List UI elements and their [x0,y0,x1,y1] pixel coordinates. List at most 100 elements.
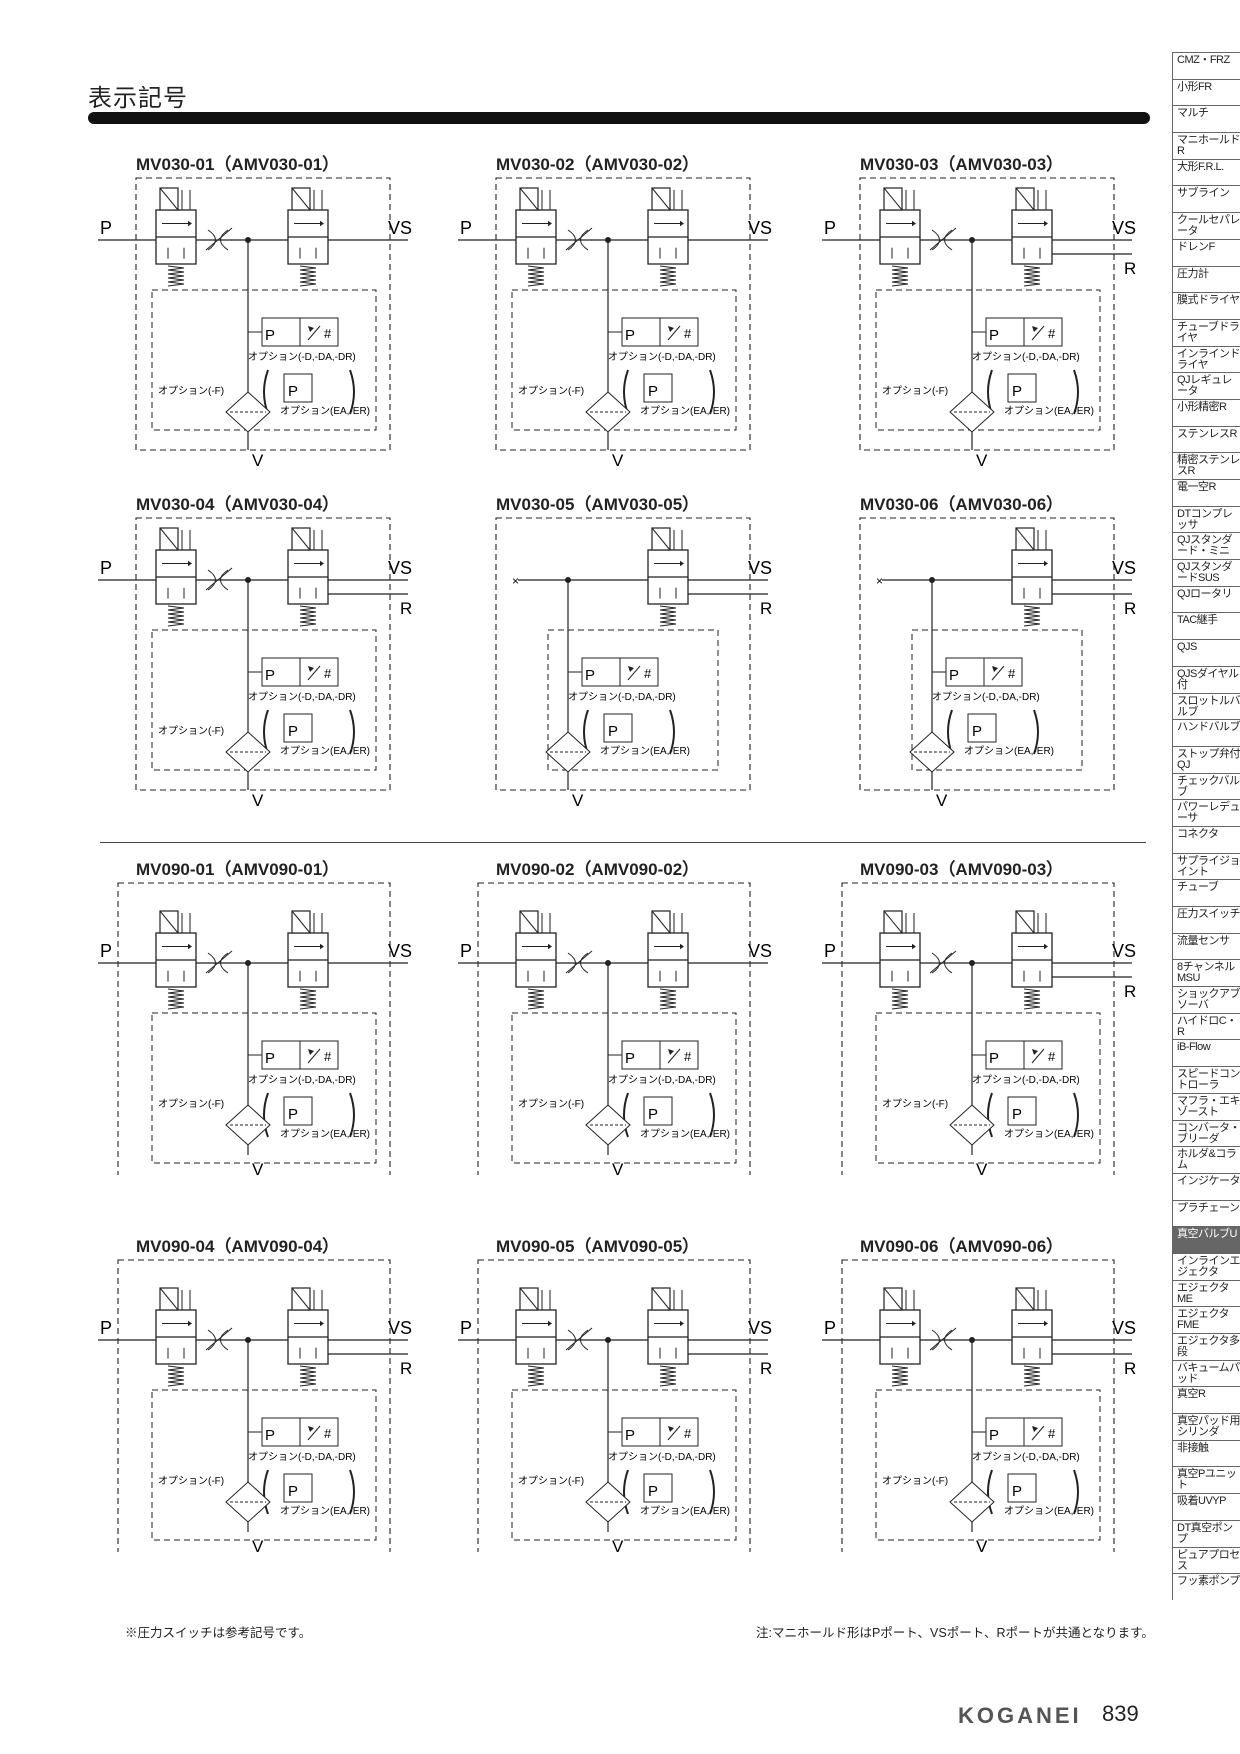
option-d-label: オプション(-D,-DA,-DR) [932,691,1040,703]
side-tab[interactable]: 精密ステンレスR [1172,452,1240,479]
svg-text:#: # [1048,1049,1056,1064]
port-v-label: V [976,1160,988,1175]
side-tab[interactable]: チューブドライヤ [1172,318,1240,346]
side-tab[interactable]: エジェクタ多段 [1172,1333,1240,1360]
side-tab[interactable]: 圧力スイッチ [1172,906,1240,933]
side-tab[interactable]: CMZ・FRZ [1172,52,1240,79]
side-tab[interactable]: コンバータ・ブリーダ [1172,1119,1240,1147]
side-tab[interactable]: 真空パッド用シリンダ [1172,1413,1240,1440]
side-tab[interactable]: インラインエジェクタ [1172,1252,1240,1280]
side-tab[interactable]: エジェクタME [1172,1279,1240,1307]
side-tab[interactable]: コネクタ [1172,825,1240,853]
port-vs-label: VS [1112,1318,1136,1338]
side-tab[interactable]: 小形精密R [1172,398,1240,426]
side-tab[interactable]: マフラ・エキゾースト [1172,1092,1240,1120]
side-tab[interactable]: ハンドバルブ [1172,719,1240,746]
side-tab[interactable]: ピュアプロセス [1172,1546,1240,1574]
option-ea-label: オプション(EA,-ER) [640,405,730,417]
side-tab[interactable]: 真空バルブU [1172,1226,1240,1253]
side-tab[interactable]: 真空R [1172,1386,1240,1414]
svg-text:P: P [989,1427,999,1444]
symbol-diagram: MV030-04（AMV030-04） P VS R P # オプション(-D,-DA,-D… [88,490,448,810]
diagram-model-label: MV090-04（AMV090-04） [136,1237,340,1256]
valve-symbol [155,187,197,287]
valve-symbol [287,527,329,627]
side-tab[interactable]: 膜式ドライヤ [1172,292,1240,319]
port-r-label: R [1124,982,1136,1001]
side-tab[interactable]: フッ素ポンプ [1172,1573,1240,1600]
svg-text:P: P [1012,383,1022,400]
side-tab[interactable]: ストップ弁付QJ [1172,745,1240,773]
option-f-label: オプション(-F) [518,385,584,397]
svg-text:P: P [989,1050,999,1067]
side-tab[interactable]: 小形FR [1172,78,1240,106]
side-tab[interactable]: DTコンプレッサ [1172,505,1240,533]
side-tab[interactable]: DT真空ポンプ [1172,1519,1240,1547]
port-vs-label: VS [1112,941,1136,961]
page-title: 表示記号 [88,85,188,112]
option-ea-label: オプション(EA,-ER) [1004,405,1094,417]
side-tab[interactable]: ステンレスR [1172,425,1240,453]
side-tab[interactable]: チューブ [1172,879,1240,906]
side-tab[interactable]: ハイドロC・R [1172,1012,1240,1040]
valve-symbol [879,1287,921,1387]
side-tab[interactable]: スピードコントローラ [1172,1066,1240,1093]
side-tab[interactable]: チェックバルブ [1172,772,1240,800]
side-tab[interactable]: パワーレデューサ [1172,799,1240,826]
side-tab[interactable]: ドレンF [1172,238,1240,266]
diagram-model-label: MV030-04（AMV030-04） [136,495,340,514]
side-tab[interactable]: QJロータリ [1172,585,1240,613]
port-r-label: R [1124,1359,1136,1378]
side-tab[interactable]: クールセパレータ [1172,212,1240,239]
circuit-svg: P VS R P # オプション(-D,-DA,-DR) P オプション(EA,-ER) オプシ… [822,177,1136,470]
svg-text:P: P [625,1427,635,1444]
side-tab[interactable]: 非接触 [1172,1439,1240,1467]
svg-text:#: # [324,666,332,681]
circuit-svg: P VS R P # オプション(-D,-DA,-DR) P オプション(EA,-ER) オプシ… [98,517,412,810]
valve-symbol [287,1287,329,1387]
option-d-label: オプション(-D,-DA,-DR) [608,1074,716,1086]
side-tab[interactable]: iB-Flow [1172,1039,1240,1067]
side-tab[interactable]: QJスタンダードSUS [1172,559,1240,586]
diagram-model-label: MV030-02（AMV030-02） [496,155,700,174]
svg-text:P: P [265,327,275,344]
port-v-label: V [572,791,584,810]
side-tab[interactable]: サブライン [1172,185,1240,213]
side-tab[interactable]: 流量センサ [1172,932,1240,960]
side-tab[interactable]: ホルダ&コラム [1172,1146,1240,1173]
svg-text:P: P [648,383,658,400]
side-tab[interactable]: インジケータ [1172,1172,1240,1200]
side-tab[interactable]: マニホールドR [1172,132,1240,159]
side-tab[interactable]: QJSダイヤル付 [1172,665,1240,693]
option-ea-label: オプション(EA,-ER) [640,1505,730,1517]
side-tab[interactable]: 大形F.R.L. [1172,158,1240,186]
side-tab[interactable]: マルチ [1172,105,1240,133]
svg-text:#: # [1048,326,1056,341]
side-tab[interactable]: 真空Pユニット [1172,1466,1240,1494]
option-ea-label: オプション(EA,-ER) [280,1128,370,1140]
side-tab[interactable]: QJスタンダード・ミニ [1172,532,1240,560]
side-tab[interactable]: サプライジョイント [1172,852,1240,880]
port-r-label: R [760,599,772,618]
side-tab[interactable]: 吸着UVYP [1172,1493,1240,1520]
circuit-svg: P VS P # オプション(-D,-DA,-DR) P オプション(EA,-ER) オプショ… [98,882,412,1175]
side-tab[interactable]: プラチェーン [1172,1199,1240,1227]
option-f-label: オプション(-F) [158,1098,224,1110]
side-tab[interactable]: スロットルバルブ [1172,692,1240,720]
side-tab[interactable]: インラインドライヤ [1172,345,1240,373]
side-tab[interactable]: 圧力計 [1172,265,1240,293]
side-tab[interactable]: QJS [1172,639,1240,666]
side-tab[interactable]: バキュームパッド [1172,1359,1240,1387]
svg-text:#: # [1048,1426,1056,1441]
option-d-label: オプション(-D,-DA,-DR) [248,1451,356,1463]
port-vs-label: VS [388,1318,412,1338]
port-vs-label: VS [388,558,412,578]
side-tab[interactable]: TAC継手 [1172,612,1240,640]
side-tab[interactable]: 8チャンネルMSU [1172,959,1240,987]
valve-symbol [647,910,689,1010]
side-tab[interactable]: ショックアブソーバ [1172,986,1240,1013]
option-f-label: オプション(-F) [158,1475,224,1487]
side-tab[interactable]: QJレギュレータ [1172,372,1240,399]
side-tab[interactable]: 電一空R [1172,479,1240,506]
side-tab[interactable]: エジェクタFME [1172,1306,1240,1333]
